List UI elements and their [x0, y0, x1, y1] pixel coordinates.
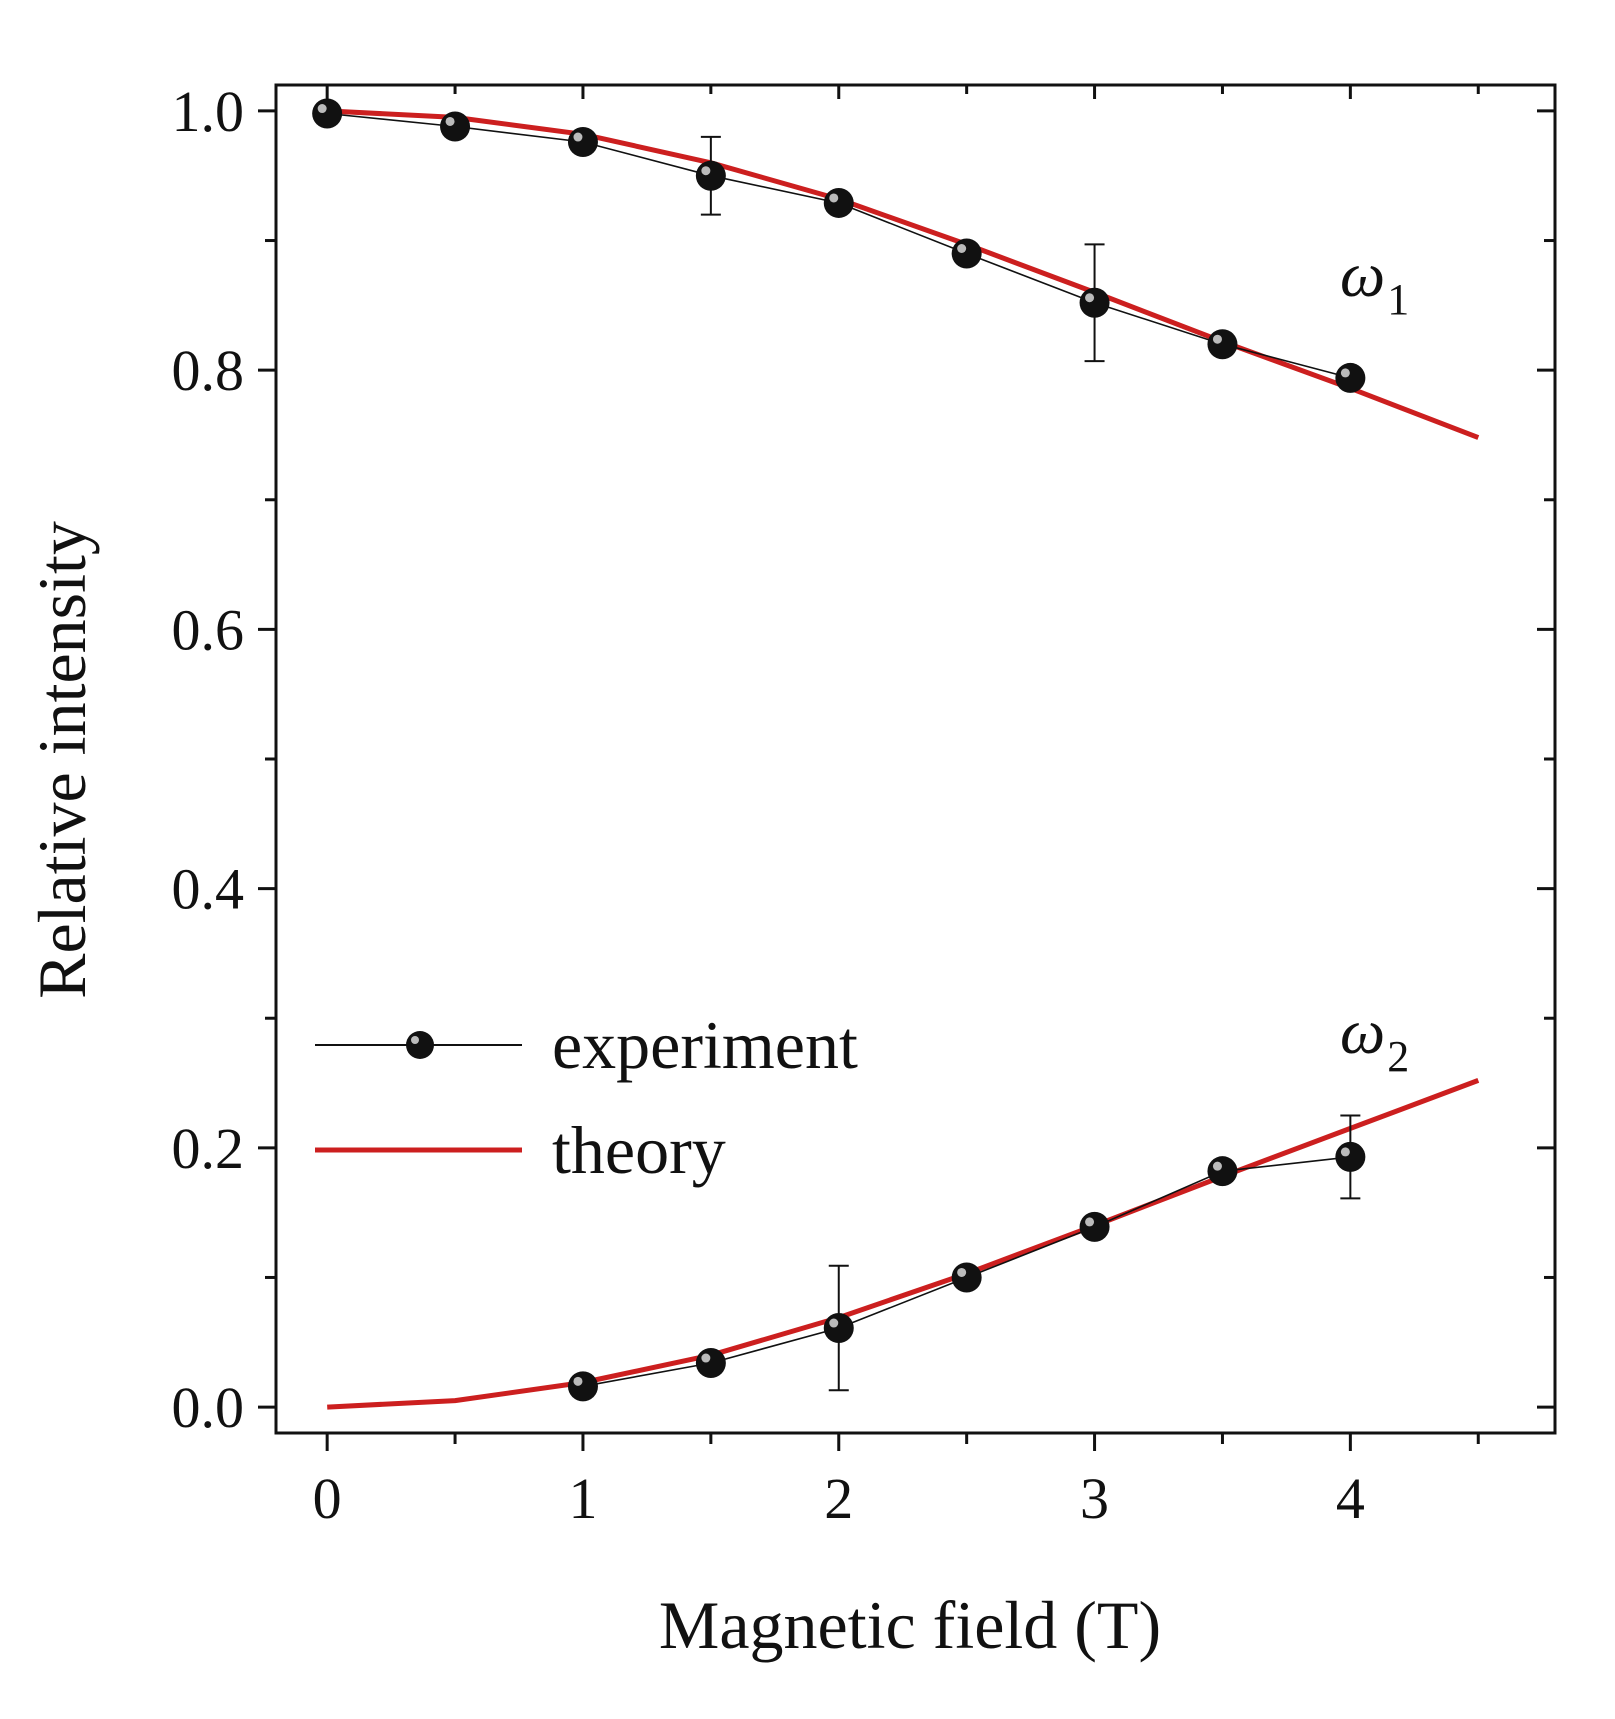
- y-tick-label: 0.6: [172, 597, 245, 662]
- data-point: [951, 238, 982, 269]
- plot-area: [312, 98, 1480, 1410]
- data-point: [1079, 1211, 1110, 1242]
- data-point-highlight: [1212, 334, 1222, 344]
- data-point: [1335, 362, 1366, 393]
- data-point-highlight: [317, 104, 327, 114]
- data-point-highlight: [957, 244, 967, 253]
- data-point: [440, 111, 471, 142]
- data-point-highlight: [829, 193, 839, 203]
- data-point-highlight: [573, 1376, 583, 1386]
- data-point-highlight: [957, 1267, 967, 1277]
- x-tick-label: 3: [1080, 1466, 1109, 1531]
- x-tick-label: 1: [568, 1466, 597, 1531]
- axes: 0 1 2 3 4 0.0 0.2 0.4 0.6 0.8 1.0: [172, 79, 1557, 1531]
- omega2-subscript: 2: [1387, 1032, 1409, 1081]
- omega1-label: ω1: [1340, 239, 1409, 324]
- y-tick-label: 0.2: [172, 1116, 245, 1181]
- data-point-highlight: [573, 132, 583, 142]
- legend-theory-label: theory: [552, 1112, 726, 1188]
- omega1-symbol: ω: [1340, 239, 1385, 310]
- legend-experiment-marker: [406, 1031, 434, 1059]
- omega2-label: ω2: [1340, 996, 1409, 1081]
- x-tick-label: 4: [1336, 1466, 1365, 1531]
- data-point-highlight: [1085, 293, 1095, 303]
- data-point: [567, 1371, 598, 1402]
- omega1-subscript: 1: [1387, 275, 1409, 324]
- y-tick-label: 0.8: [172, 338, 245, 403]
- data-point: [1207, 1156, 1238, 1187]
- legend: experiment theory: [315, 1007, 858, 1188]
- legend-experiment-label: experiment: [552, 1007, 858, 1083]
- data-point-highlight: [1340, 368, 1350, 378]
- x-tick-label: 0: [313, 1466, 342, 1531]
- x-axis-title: Magnetic field (T): [659, 1587, 1161, 1663]
- data-point-highlight: [1212, 1161, 1222, 1171]
- data-point-highlight: [829, 1318, 839, 1328]
- theory-curve: [327, 1078, 1480, 1410]
- legend-experiment-marker-highlight: [411, 1036, 419, 1044]
- data-point-highlight: [1085, 1217, 1095, 1227]
- data-point: [951, 1262, 982, 1293]
- omega2-symbol: ω: [1340, 996, 1385, 1067]
- data-point: [1207, 329, 1238, 360]
- x-tick-label: 2: [824, 1466, 853, 1531]
- data-point: [312, 98, 343, 129]
- data-point-highlight: [1340, 1147, 1350, 1157]
- y-tick-label: 0.4: [172, 857, 245, 922]
- data-point: [1335, 1141, 1366, 1172]
- data-point: [1079, 287, 1110, 318]
- y-tick-label: 0.0: [172, 1375, 245, 1440]
- data-point: [695, 160, 726, 191]
- data-point: [823, 187, 854, 218]
- data-point-highlight: [701, 1353, 711, 1363]
- data-point: [695, 1348, 726, 1379]
- data-point: [823, 1313, 854, 1344]
- data-point-highlight: [701, 166, 711, 176]
- data-point-highlight: [445, 116, 455, 126]
- y-tick-label: 1.0: [172, 79, 245, 144]
- theory-curve: [327, 108, 1480, 440]
- y-axis-title: Relative intensity: [24, 521, 100, 999]
- data-point: [567, 127, 598, 158]
